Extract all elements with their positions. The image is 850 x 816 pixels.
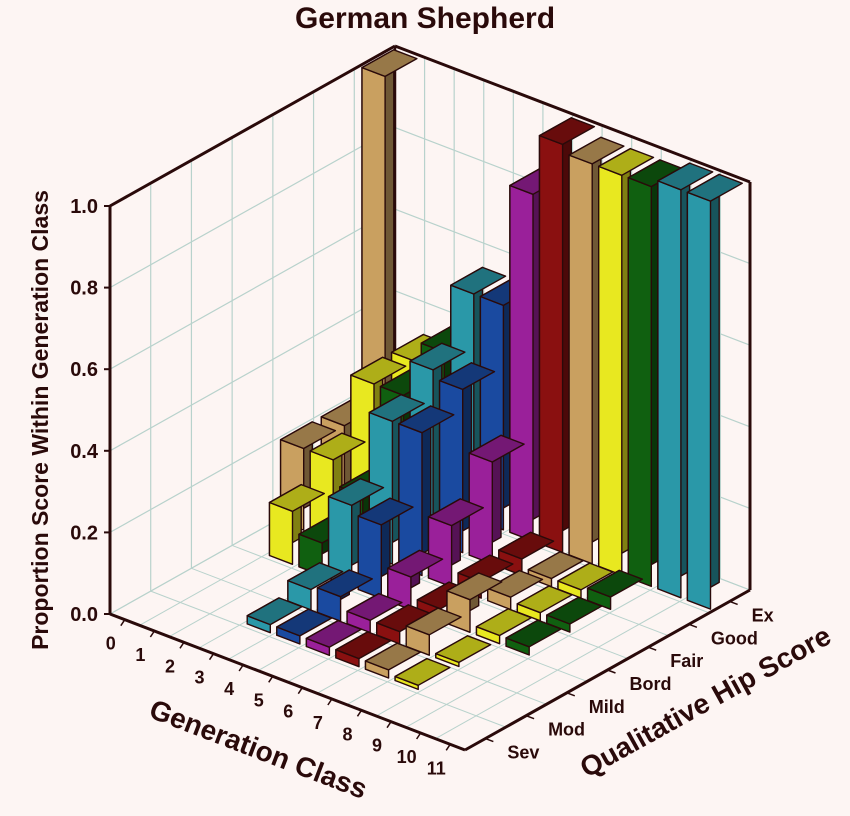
bar [268,483,325,565]
bar [598,147,655,576]
bar [346,592,403,634]
x-tick-label: 8 [342,724,352,744]
bar [538,117,596,554]
bar [468,434,525,565]
z-tick-label: 0.0 [70,604,98,626]
y-tick-label: Mild [589,697,625,717]
z-tick-label: 0.4 [70,441,99,463]
chart-title: German Shepherd [294,2,556,35]
z-tick-label: 0.6 [70,359,98,381]
bar [627,159,684,588]
bar [505,619,562,656]
x-tick-label: 5 [254,690,264,710]
bar [287,562,344,611]
bar [427,498,484,588]
y-tick-label: Fair [670,651,703,671]
bar [394,657,451,691]
y-tick-label: Bord [630,674,672,694]
bar [586,569,644,610]
x-tick-label: 9 [372,736,382,756]
y-tick-label: Ex [752,605,774,625]
bar [557,562,614,599]
bar [335,631,392,668]
bar [246,597,303,634]
bar [327,478,385,588]
bar [546,596,603,633]
x-tick-label: 7 [313,713,323,733]
z-tick-label: 0.2 [70,522,98,544]
y-tick-label: Sev [507,743,539,763]
x-tick-label: 11 [427,758,446,778]
bar [487,569,544,611]
x-tick-label: 6 [283,702,293,722]
x-tick-label: 10 [397,747,417,767]
y-tick-label: Good [711,628,758,648]
z-tick-label: 1.0 [70,196,98,218]
bar [276,608,333,645]
x-tick-label: 4 [224,679,234,699]
bar [316,569,373,622]
bar [405,607,462,656]
bar [475,608,533,645]
bar [435,635,492,668]
z-tick-label: 0.8 [70,278,98,300]
x-tick-label: 0 [106,634,116,654]
bars [246,49,743,691]
z-axis-title: Proportion Score Within Generation Class [27,190,53,650]
bar [657,162,714,599]
x-tick-label: 1 [135,645,145,665]
bar [527,551,584,588]
bar [686,173,743,610]
bar [364,642,422,679]
bar [305,619,362,657]
bar [387,549,444,611]
bar [516,585,573,622]
bar [568,136,625,565]
x-tick-label: 2 [165,656,175,676]
y-tick-label: Mod [548,720,585,740]
x-tick-label: 3 [195,668,205,688]
